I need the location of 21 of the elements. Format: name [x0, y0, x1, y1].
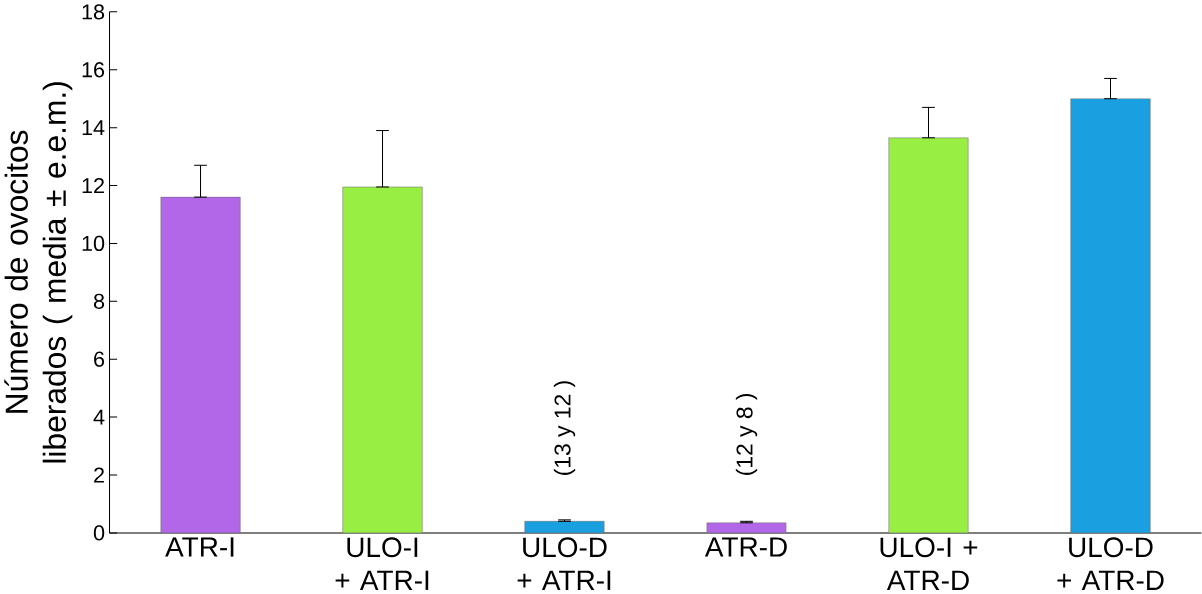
- y-tick-label: 8: [93, 293, 105, 309]
- bar: [342, 186, 423, 533]
- x-tick-label: ULO-D + ATR-I: [517, 537, 611, 590]
- y-tick-label: 14: [82, 120, 105, 136]
- bar: [1070, 98, 1151, 533]
- y-tick-label: 6: [94, 351, 105, 367]
- y-tick-label: 0: [93, 525, 105, 541]
- y-tick-label: 18: [82, 4, 105, 20]
- y-tick-label: 12: [82, 177, 104, 194]
- x-tick-label: ULO-I + ATR-I: [335, 537, 429, 590]
- annotation: (12 y 8 ): [735, 393, 758, 475]
- y-tick-label: 2: [94, 467, 104, 483]
- y-axis-title: Número de ovocitos liberados ( media ± e.e.m.): [4, 82, 73, 463]
- x-tick-label: ULO-D + ATR-D: [1057, 537, 1164, 590]
- y-tick-label: 16: [82, 62, 105, 78]
- x-tick-label: ATR-I: [165, 537, 234, 557]
- x-tick-label: ATR-D: [704, 537, 787, 557]
- y-tick-label: 10: [82, 235, 105, 252]
- x-tick-label: ULO-I + ATR-D: [880, 537, 978, 590]
- annotation: (13 y 12 ): [553, 381, 576, 475]
- y-tick-label: 4: [93, 409, 105, 425]
